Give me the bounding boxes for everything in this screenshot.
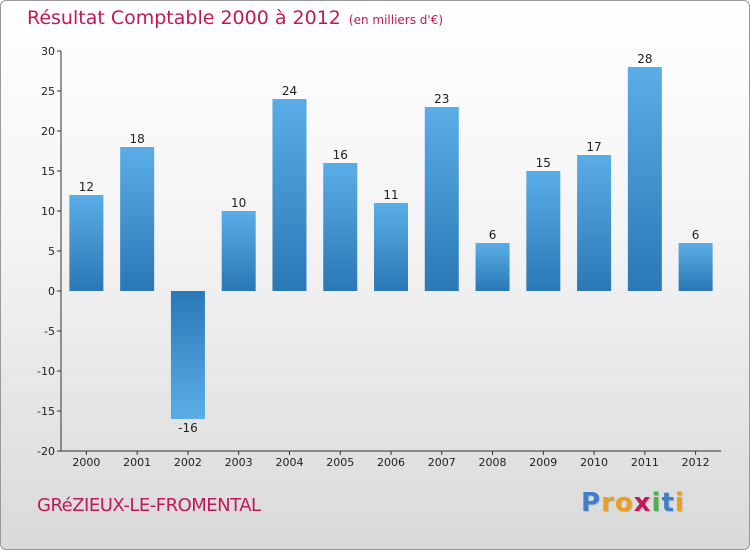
x-tick-label: 2012 [682,456,710,469]
x-tick-label: 2006 [377,456,405,469]
x-tick-label: 2011 [631,456,659,469]
bar-2000 [69,195,104,291]
y-tick-label: 5 [48,245,55,258]
chart-title-row: Résultat Comptable 2000 à 2012 (en millie… [27,7,443,29]
value-label: 24 [282,84,297,98]
value-label: 17 [586,140,601,154]
bar-2003 [221,211,256,291]
logo-letter: i [651,488,662,518]
x-tick-label: 2003 [225,456,253,469]
bar-2007 [424,107,459,291]
x-tick-label: 2000 [72,456,100,469]
x-tick-label: 2001 [123,456,151,469]
bar-2009 [526,171,561,291]
chart-subtitle: (en milliers d'€) [348,13,444,27]
x-tick-label: 2007 [428,456,456,469]
y-tick-label: 0 [48,285,55,298]
town-name: GRéZIEUX-LE-FROMENTAL [37,495,261,516]
value-label: 10 [231,196,246,210]
y-tick-label: 20 [41,125,55,138]
x-tick-label: 2004 [275,456,303,469]
value-label: 28 [637,52,652,66]
value-label: 6 [692,228,700,242]
x-tick-label: 2009 [529,456,557,469]
value-label: 16 [333,148,348,162]
bar-2011 [627,67,662,291]
chart-title: Résultat Comptable 2000 à 2012 [27,7,341,29]
bar-2008 [475,243,510,291]
bar-2002 [170,291,205,419]
y-tick-label: -10 [37,365,55,378]
logo-letter: i [674,488,685,518]
y-tick-label: -15 [37,405,55,418]
y-tick-label: 30 [41,45,55,58]
y-tick-label: -20 [37,445,55,458]
x-tick-label: 2005 [326,456,354,469]
proxiti-logo[interactable]: Proxiti [581,488,685,518]
logo-letter: x [633,488,652,518]
x-tick-label: 2010 [580,456,608,469]
y-tick-label: -5 [44,325,55,338]
logo-letter: o [614,488,634,518]
y-tick-label: 25 [41,85,55,98]
value-label: 23 [434,92,449,106]
bar-2004 [272,99,307,291]
bar-2012 [678,243,713,291]
x-tick-label: 2002 [174,456,202,469]
value-label: 11 [383,188,398,202]
bar-2005 [323,163,358,291]
y-tick-label: 10 [41,205,55,218]
logo-letter: r [601,488,615,518]
y-tick-label: 15 [41,165,55,178]
value-label: 18 [130,132,145,146]
bar-2006 [374,203,408,291]
x-tick-label: 2008 [479,456,507,469]
value-label: 15 [536,156,551,170]
value-label: 12 [79,180,94,194]
bar-2001 [120,147,155,291]
logo-letter: P [581,488,602,518]
logo-letter: t [661,488,675,518]
value-label: 6 [489,228,497,242]
bar-2010 [577,155,612,291]
value-label: -16 [178,421,198,435]
